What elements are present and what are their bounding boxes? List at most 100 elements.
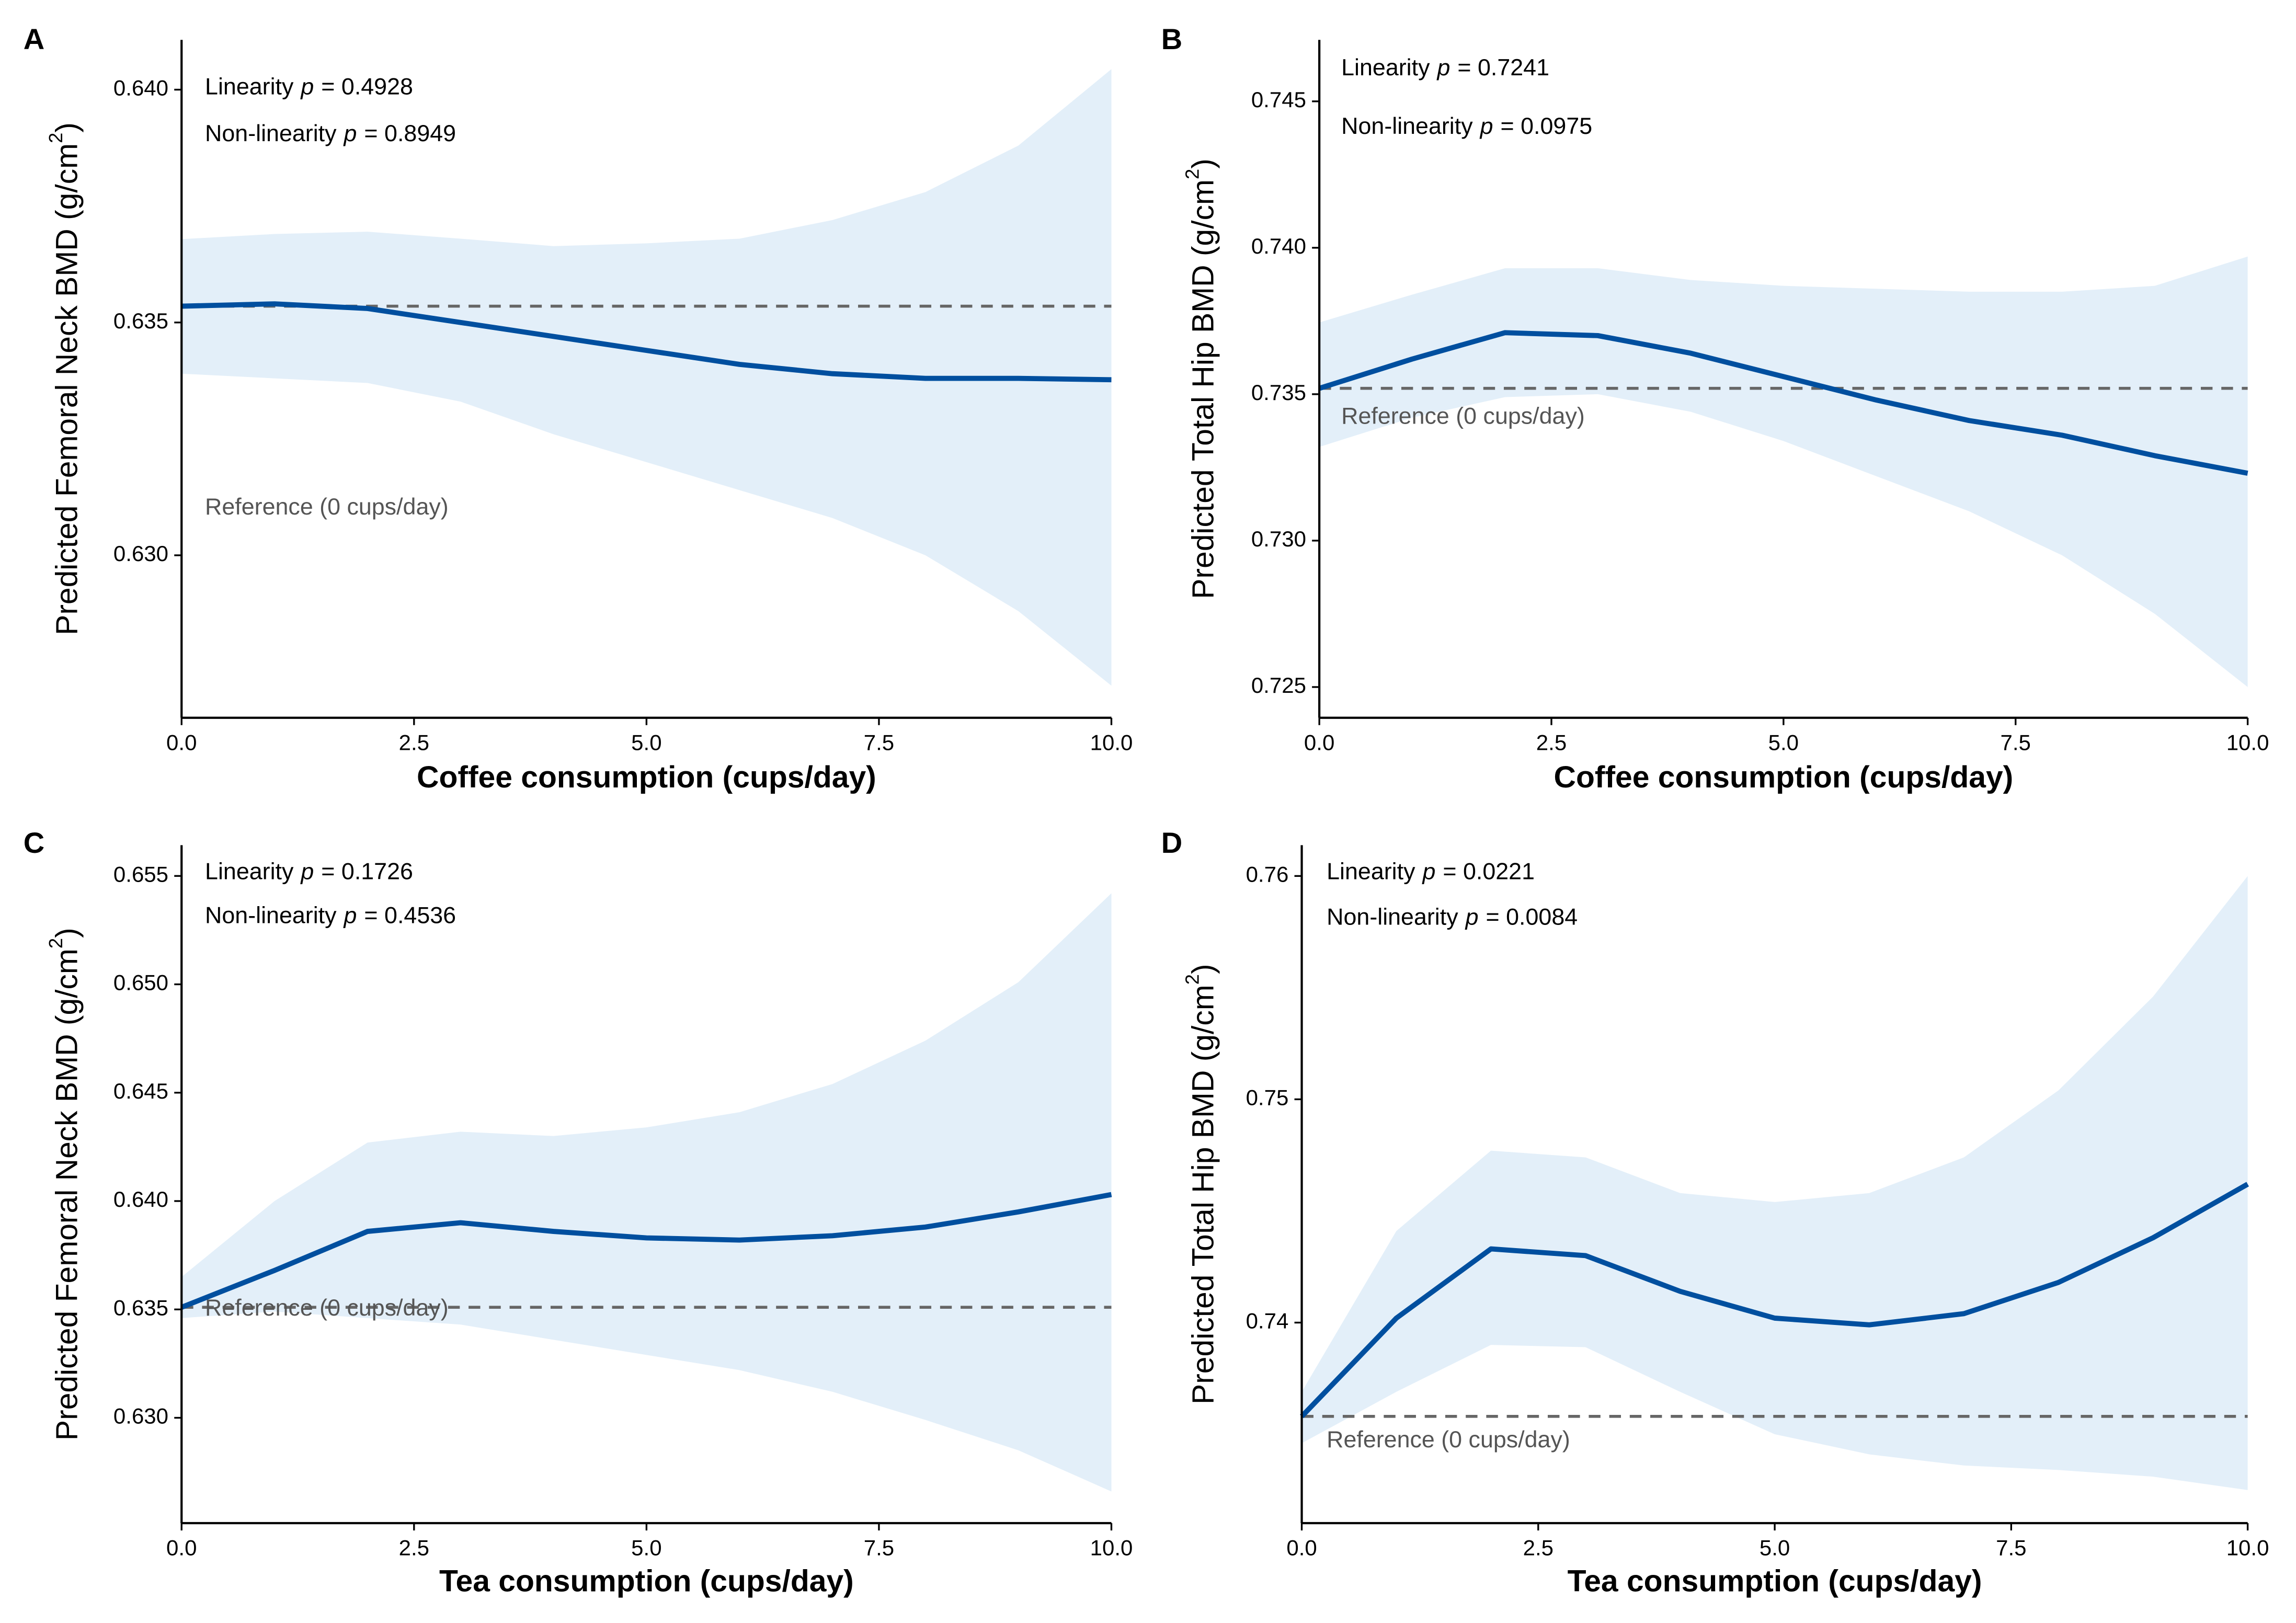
panel-label: B — [1161, 22, 1182, 55]
y-axis-label: Predicted Total Hip BMD (g/cm2) — [1181, 158, 1220, 599]
x-tick-label: 7.5 — [1996, 1535, 2026, 1560]
y-tick-label: 0.640 — [113, 76, 168, 100]
y-tick-label: 0.655 — [113, 862, 168, 886]
x-tick-label: 2.5 — [1523, 1535, 1553, 1560]
annotation-value: = 0.7241 — [1457, 54, 1549, 81]
annotation-p: p — [343, 120, 357, 146]
annotation-text: Linearity — [1327, 858, 1415, 884]
annotation-text: Non-linearity — [1327, 904, 1458, 930]
x-tick-label: 0.0 — [1286, 1535, 1317, 1560]
y-tick-label: 0.630 — [113, 1404, 168, 1428]
x-tick-label: 10.0 — [1090, 1535, 1133, 1560]
x-tick-label: 10.0 — [2226, 1535, 2269, 1560]
annotation-p: p — [1436, 54, 1450, 81]
y-label-end: ) — [50, 122, 84, 133]
annotation-text: Linearity — [1341, 54, 1430, 81]
annotation-value: = 0.0084 — [1486, 904, 1578, 930]
x-axis-label: Tea consumption (cups/day) — [439, 1564, 854, 1598]
ci-band — [181, 893, 1112, 1492]
reference-label: Reference (0 cups/day) — [1341, 403, 1585, 429]
x-tick-label: 2.5 — [399, 730, 429, 755]
annotation-value: = 0.4536 — [364, 902, 456, 928]
y-tick-label: 0.75 — [1246, 1085, 1289, 1110]
panel-label: D — [1161, 826, 1182, 859]
y-tick-label: 0.745 — [1251, 87, 1306, 112]
x-axis-label: Coffee consumption (cups/day) — [1553, 760, 2013, 794]
y-label-sup: 2 — [45, 938, 66, 948]
x-tick-label: 2.5 — [1536, 730, 1567, 755]
annotation-p: p — [300, 858, 314, 884]
x-tick-label: 7.5 — [2001, 730, 2031, 755]
x-tick-label: 7.5 — [864, 730, 894, 755]
y-axis-label: Predicted Femoral Neck BMD (g/cm2) — [45, 122, 84, 635]
y-tick-label: 0.635 — [113, 1295, 168, 1320]
p-value-annotation: Non-linearity p = 0.8949 — [205, 120, 456, 146]
annotation-value: = 0.0221 — [1443, 858, 1535, 884]
x-tick-label: 5.0 — [1760, 1535, 1790, 1560]
x-axis-label: Tea consumption (cups/day) — [1568, 1564, 1982, 1598]
reference-label: Reference (0 cups/day) — [1327, 1426, 1570, 1453]
annotation-text: Non-linearity — [1341, 113, 1473, 139]
x-tick-label: 0.0 — [166, 1535, 197, 1560]
annotation-p: p — [1465, 904, 1479, 930]
spline-line — [1300, 1182, 2249, 1419]
x-tick-label: 5.0 — [631, 730, 661, 755]
ci-band — [1319, 256, 2248, 687]
y-axis-label: Predicted Total Hip BMD (g/cm2) — [1181, 964, 1220, 1404]
p-value-annotation: Linearity p = 0.0221 — [1327, 858, 1535, 884]
spline-line — [180, 1192, 1112, 1310]
x-tick-label: 0.0 — [1304, 730, 1334, 755]
x-tick-label: 5.0 — [631, 1535, 661, 1560]
annotation-p: p — [300, 73, 314, 99]
spline-line — [1318, 330, 2248, 476]
spline-line — [181, 301, 1112, 383]
p-value-annotation: Linearity p = 0.1726 — [205, 858, 413, 884]
y-label-text: Predicted Total Hip BMD (g/cm — [1186, 179, 1220, 599]
y-tick-label: 0.76 — [1246, 862, 1289, 886]
y-tick-label: 0.730 — [1251, 527, 1306, 551]
panel-label: A — [24, 22, 44, 55]
p-value-annotation: Non-linearity p = 0.4536 — [205, 902, 456, 928]
annotation-value: = 0.4928 — [321, 73, 413, 99]
y-tick-label: 0.740 — [1251, 234, 1306, 258]
y-tick-label: 0.650 — [113, 970, 168, 995]
annotation-text: Linearity — [205, 73, 294, 99]
x-tick-label: 0.0 — [166, 730, 197, 755]
x-tick-label: 2.5 — [399, 1535, 429, 1560]
annotation-value: = 0.1726 — [321, 858, 413, 884]
y-label-text: Predicted Femoral Neck BMD (g/cm — [50, 948, 84, 1441]
y-label-sup: 2 — [45, 133, 66, 143]
y-label-sup: 2 — [1181, 974, 1203, 985]
ci-band — [181, 69, 1112, 686]
y-label-text: Predicted Femoral Neck BMD (g/cm — [50, 143, 84, 635]
annotation-p: p — [1421, 858, 1435, 884]
y-tick-label: 0.635 — [113, 308, 168, 333]
p-value-annotation: Linearity p = 0.4928 — [205, 73, 413, 99]
reference-label: Reference (0 cups/day) — [205, 1295, 449, 1321]
annotation-text: Non-linearity — [205, 902, 337, 928]
annotation-text: Non-linearity — [205, 120, 337, 146]
y-label-sup: 2 — [1181, 169, 1203, 179]
p-value-annotation: Non-linearity p = 0.0975 — [1341, 113, 1592, 139]
y-label-text: Predicted Total Hip BMD (g/cm — [1186, 985, 1220, 1404]
y-tick-label: 0.735 — [1251, 380, 1306, 405]
x-tick-label: 5.0 — [1768, 730, 1799, 755]
y-tick-label: 0.640 — [113, 1187, 168, 1211]
annotation-value: = 0.0975 — [1501, 113, 1593, 139]
annotation-value: = 0.8949 — [364, 120, 456, 146]
x-tick-label: 10.0 — [2226, 730, 2269, 755]
y-label-end: ) — [1186, 964, 1220, 974]
y-tick-label: 0.630 — [113, 541, 168, 566]
x-tick-label: 10.0 — [1090, 730, 1133, 755]
y-tick-label: 0.74 — [1246, 1309, 1289, 1333]
panel-label: C — [24, 826, 44, 859]
y-tick-label: 0.725 — [1251, 673, 1306, 698]
annotation-p: p — [1479, 113, 1493, 139]
p-value-annotation: Linearity p = 0.7241 — [1341, 54, 1549, 81]
y-axis-label: Predicted Femoral Neck BMD (g/cm2) — [45, 928, 84, 1441]
p-value-annotation: Non-linearity p = 0.0084 — [1327, 904, 1578, 930]
y-label-end: ) — [1186, 158, 1220, 169]
annotation-text: Linearity — [205, 858, 294, 884]
x-axis-label: Coffee consumption (cups/day) — [417, 760, 876, 794]
